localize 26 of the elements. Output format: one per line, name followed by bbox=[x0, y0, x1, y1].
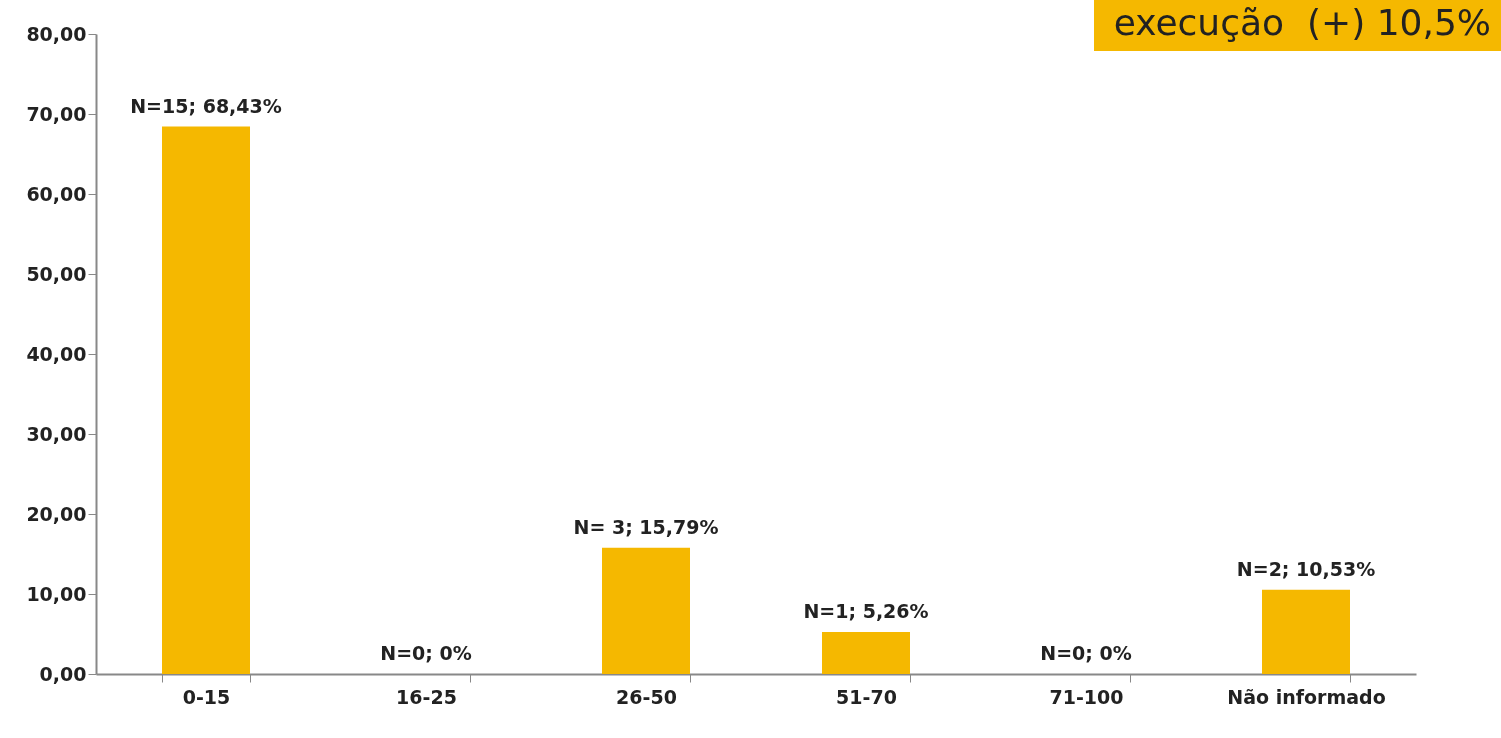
x-tick-label: 71-100 bbox=[1049, 685, 1124, 708]
x-tick-label: Não informado bbox=[1227, 685, 1386, 708]
y-tick-label: 60,00 bbox=[26, 182, 87, 205]
y-tick-label: 0,00 bbox=[39, 662, 87, 685]
y-tick-label: 30,00 bbox=[26, 422, 87, 445]
y-tick-label: 50,00 bbox=[26, 262, 87, 285]
bar bbox=[822, 631, 910, 674]
y-tick-label: 70,00 bbox=[26, 102, 87, 125]
data-label: N=0; 0% bbox=[380, 642, 472, 664]
data-label: N=0; 0% bbox=[1040, 642, 1132, 664]
data-label: N=1; 5,26% bbox=[803, 599, 929, 622]
annotation: execução (+) 10,5% bbox=[1093, 0, 1501, 51]
x-tick-label: 51-70 bbox=[836, 685, 897, 708]
y-tick-label: 10,00 bbox=[26, 582, 87, 605]
data-label: N=15; 68,43% bbox=[130, 94, 282, 117]
data-label: N= 3; 15,79% bbox=[573, 515, 719, 538]
x-tick-label: 26-50 bbox=[616, 685, 677, 708]
x-tick-label: 16-25 bbox=[396, 685, 457, 708]
y-tick-label: 20,00 bbox=[26, 502, 87, 525]
data-label: N=2; 10,53% bbox=[1236, 557, 1376, 580]
x-tick-label: 0-15 bbox=[182, 685, 231, 708]
bar bbox=[162, 126, 250, 674]
y-tick-label: 40,00 bbox=[26, 342, 87, 365]
bar bbox=[1262, 589, 1350, 674]
y-tick-label: 80,00 bbox=[26, 22, 87, 45]
bar bbox=[602, 547, 690, 674]
